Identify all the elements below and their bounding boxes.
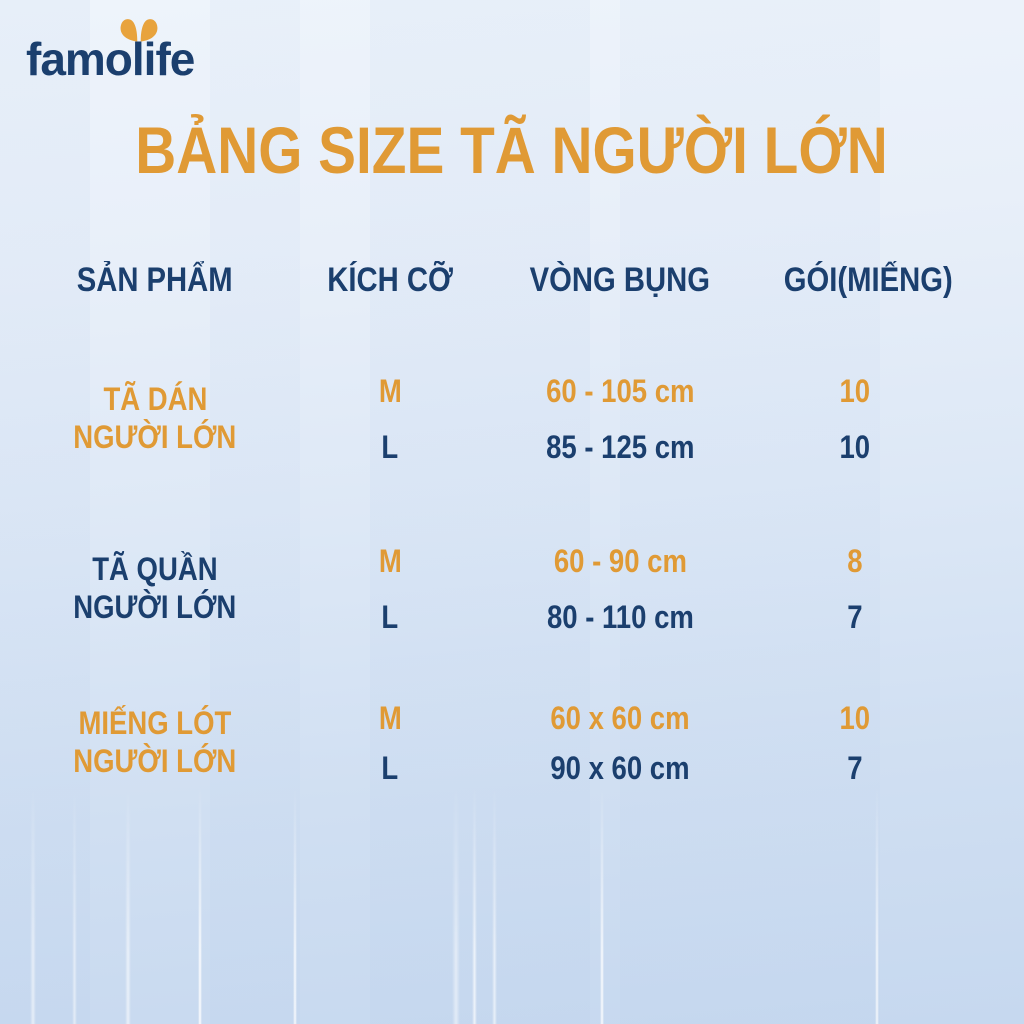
column-header-product: SẢN PHẨM [77,260,233,299]
waist-range: 60 x 60 cm [550,699,690,736]
product-group-ta-dan: TÃ DÁN NGƯỜI LỚN M 60 - 105 cm 10 L 85 -… [0,363,940,475]
page-title: BẢNG SIZE TÃ NGƯỜI LỚN [135,113,889,187]
cotton-flower-icon [120,19,158,42]
waist-range: 60 - 105 cm [545,372,695,409]
size-value: M [378,699,402,736]
column-header-size: KÍCH CỠ [327,260,453,299]
product-group-mieng-lot: MIẾNG LÓT NGƯỜI LỚN M 60 x 60 cm 10 L 90… [0,693,940,793]
product-name: TÃ QUẦN NGƯỜI LỚN [73,551,237,625]
waist-range: 90 x 60 cm [550,749,690,786]
column-header-waist: VÒNG BỤNG [529,260,711,299]
product-group-ta-quan: TÃ QUẦN NGƯỜI LỚN M 60 - 90 cm 8 L 80 - … [0,533,940,645]
size-value: M [378,542,402,579]
size-value: L [381,598,399,635]
brand-logo-text: famolife [26,33,195,85]
background-light-streaks [0,784,1024,1024]
waist-range: 85 - 125 cm [545,428,695,465]
size-value: L [381,428,399,465]
brand-logo: famolife [26,16,216,86]
size-value: L [381,749,399,786]
pack-count: 7 [847,598,863,635]
pack-count: 10 [839,372,871,409]
size-value: M [378,372,402,409]
column-header-pack: GÓI(MIẾNG) [783,260,953,299]
product-name: TÃ DÁN NGƯỜI LỚN [73,381,237,455]
pack-count: 7 [847,749,863,786]
pack-count: 8 [847,542,863,579]
pack-count: 10 [839,428,871,465]
pack-count: 10 [839,699,871,736]
table-header-row: SẢN PHẨM KÍCH CỠ VÒNG BỤNG GÓI(MIẾNG) [0,252,953,308]
waist-range: 80 - 110 cm [546,598,694,635]
waist-range: 60 - 90 cm [553,542,687,579]
product-name: MIẾNG LÓT NGƯỜI LỚN [73,705,237,779]
